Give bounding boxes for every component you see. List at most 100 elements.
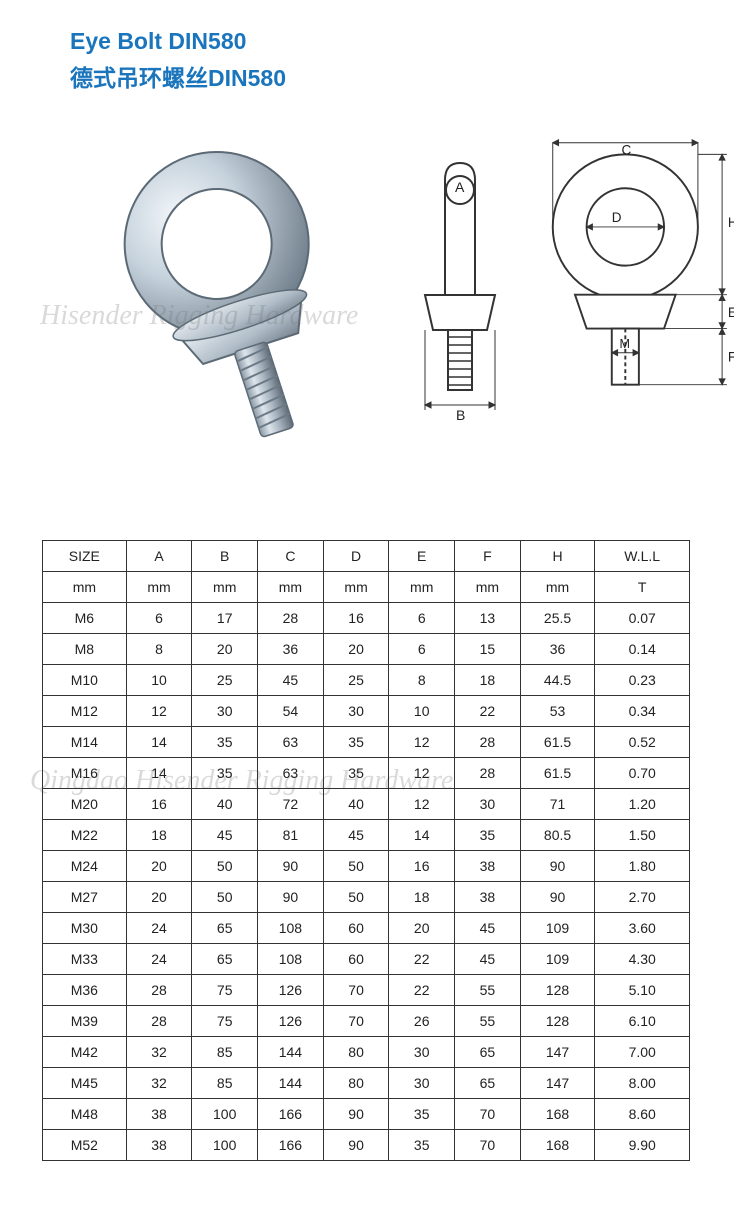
col-unit: mm <box>192 572 258 603</box>
dim-label-a: A <box>455 179 465 195</box>
table-cell: 25 <box>192 665 258 696</box>
table-cell: 90 <box>258 851 324 882</box>
table-cell: 45 <box>258 665 324 696</box>
table-row: M27205090501838902.70 <box>43 882 690 913</box>
table-row: M101025452581844.50.23 <box>43 665 690 696</box>
table-cell: M33 <box>43 944 127 975</box>
table-cell: 53 <box>520 696 595 727</box>
table-cell: 90 <box>520 851 595 882</box>
table-cell: 55 <box>455 1006 521 1037</box>
table-cell: M14 <box>43 727 127 758</box>
table-cell: 28 <box>126 1006 192 1037</box>
table-cell: 54 <box>258 696 324 727</box>
dim-label-h: H <box>728 215 734 230</box>
table-cell: 3.60 <box>595 913 690 944</box>
table-row: M3024651086020451093.60 <box>43 913 690 944</box>
table-cell: 168 <box>520 1130 595 1161</box>
table-cell: M16 <box>43 758 127 789</box>
table-cell: 85 <box>192 1068 258 1099</box>
table-cell: 6.10 <box>595 1006 690 1037</box>
table-cell: 45 <box>455 913 521 944</box>
table-cell: 30 <box>455 789 521 820</box>
table-row: M12123054301022530.34 <box>43 696 690 727</box>
table-cell: 12 <box>126 696 192 727</box>
table-cell: 45 <box>323 820 389 851</box>
table-cell: 28 <box>126 975 192 1006</box>
col-unit: mm <box>520 572 595 603</box>
table-cell: 16 <box>389 851 455 882</box>
table-cell: 71 <box>520 789 595 820</box>
col-header: C <box>258 541 324 572</box>
table-cell: M27 <box>43 882 127 913</box>
dim-label-c: C <box>621 142 631 157</box>
table-cell: 12 <box>389 758 455 789</box>
table-cell: M24 <box>43 851 127 882</box>
table-cell: 147 <box>520 1068 595 1099</box>
table-cell: 22 <box>389 975 455 1006</box>
table-cell: M20 <box>43 789 127 820</box>
table-cell: 40 <box>192 789 258 820</box>
table-cell: 85 <box>192 1037 258 1068</box>
table-cell: 147 <box>520 1037 595 1068</box>
table-cell: M48 <box>43 1099 127 1130</box>
table-cell: 63 <box>258 758 324 789</box>
table-cell: M6 <box>43 603 127 634</box>
table-cell: 24 <box>126 944 192 975</box>
table-cell: 5.10 <box>595 975 690 1006</box>
table-cell: 10 <box>126 665 192 696</box>
table-cell: 6 <box>389 603 455 634</box>
table-cell: 166 <box>258 1130 324 1161</box>
diagram-area: A B <box>40 125 700 485</box>
dim-label-f: F <box>728 349 734 364</box>
table-cell: 35 <box>192 727 258 758</box>
table-cell: 20 <box>389 913 455 944</box>
table-cell: 80 <box>323 1068 389 1099</box>
table-cell: 7.00 <box>595 1037 690 1068</box>
table-cell: 35 <box>323 758 389 789</box>
dim-label-e: E <box>728 305 734 320</box>
title-block: Eye Bolt DIN580 德式吊环螺丝DIN580 <box>70 28 286 93</box>
table-cell: 14 <box>126 727 192 758</box>
table-cell: M10 <box>43 665 127 696</box>
col-header: A <box>126 541 192 572</box>
table-cell: 40 <box>323 789 389 820</box>
col-header: SIZE <box>43 541 127 572</box>
col-unit: mm <box>323 572 389 603</box>
table-cell: 90 <box>323 1099 389 1130</box>
table-cell: 45 <box>192 820 258 851</box>
table-cell: 0.14 <box>595 634 690 665</box>
table-cell: 38 <box>455 882 521 913</box>
table-cell: 14 <box>126 758 192 789</box>
table-cell: 25 <box>323 665 389 696</box>
table-row: M48381001669035701688.60 <box>43 1099 690 1130</box>
table-cell: 72 <box>258 789 324 820</box>
table-cell: 109 <box>520 913 595 944</box>
table-cell: 22 <box>455 696 521 727</box>
table-cell: 16 <box>126 789 192 820</box>
table-cell: 35 <box>455 820 521 851</box>
table-cell: 4.30 <box>595 944 690 975</box>
table-cell: 90 <box>258 882 324 913</box>
col-header: F <box>455 541 521 572</box>
table-cell: 90 <box>323 1130 389 1161</box>
table-cell: 50 <box>323 851 389 882</box>
col-header: E <box>389 541 455 572</box>
schematic-front-view: C D H E F M <box>535 135 734 435</box>
table-row: M3928751267026551286.10 <box>43 1006 690 1037</box>
table-cell: 30 <box>192 696 258 727</box>
spec-table-body: M6617281661325.50.07M88203620615360.14M1… <box>43 603 690 1161</box>
table-cell: 65 <box>455 1068 521 1099</box>
table-cell: 2.70 <box>595 882 690 913</box>
table-cell: 28 <box>455 758 521 789</box>
table-cell: 35 <box>192 758 258 789</box>
table-cell: 35 <box>389 1099 455 1130</box>
table-cell: 6 <box>389 634 455 665</box>
table-cell: 108 <box>258 913 324 944</box>
table-cell: M52 <box>43 1130 127 1161</box>
table-cell: 9.90 <box>595 1130 690 1161</box>
table-cell: 166 <box>258 1099 324 1130</box>
table-cell: 10 <box>389 696 455 727</box>
table-cell: M22 <box>43 820 127 851</box>
table-cell: 38 <box>455 851 521 882</box>
table-row: M1614356335122861.50.70 <box>43 758 690 789</box>
